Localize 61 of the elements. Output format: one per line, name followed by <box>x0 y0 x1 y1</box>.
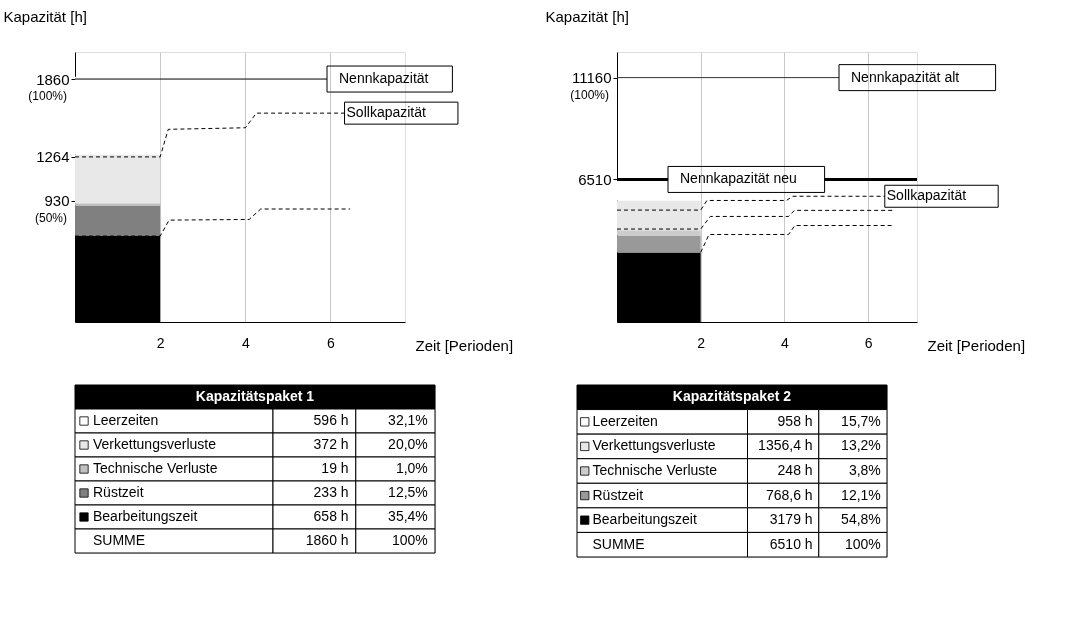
data-label: 100% <box>391 532 428 548</box>
category-label: SUMME <box>93 532 146 548</box>
category-label: SUMME <box>592 535 645 552</box>
data-label: 54,8% <box>841 511 881 528</box>
series-label: Sollkapazität <box>346 104 427 121</box>
x-tick-label: 6 <box>327 334 336 351</box>
data-label: 32,1% <box>388 412 428 428</box>
data-label: 13,2% <box>841 437 881 454</box>
data-label: 658 h <box>313 508 349 524</box>
y-axis-title: Kapazität [h] <box>545 7 629 25</box>
category-label: Verkettungsverluste <box>93 436 217 452</box>
data-label: 768,6 h <box>765 486 813 503</box>
category-label: Bearbeitungszeit <box>592 511 697 528</box>
x-tick-label: 2 <box>697 334 706 351</box>
data-label: 19 h <box>321 460 349 476</box>
category-label: Leerzeiten <box>592 412 658 429</box>
y-tick-label: 1860 <box>36 70 70 88</box>
data-label: 35,4% <box>388 508 428 524</box>
y-tick-label: 6510 <box>578 170 612 188</box>
x-axis-title: Zeit [Perioden] <box>415 336 514 354</box>
text: (100%) <box>28 89 67 104</box>
data-label: 1,0% <box>395 460 428 476</box>
data-label: 3,8% <box>848 462 881 478</box>
data-label: 1356,4 h <box>758 437 813 454</box>
data-label: 372 h <box>313 436 349 452</box>
data-label: 1860 h <box>305 532 349 548</box>
data-label: 596 h <box>313 412 349 428</box>
x-tick-label: 6 <box>864 334 873 351</box>
data-label: 233 h <box>313 484 349 500</box>
ref-line-label: Nennkapazität <box>339 70 429 87</box>
ref-line-label: Nennkapazität alt <box>851 68 960 85</box>
text: (100%) <box>570 87 609 102</box>
data-label: 248 h <box>777 462 813 478</box>
y-tick-label: 1264 <box>36 148 70 166</box>
y-axis-title: Kapazität [h] <box>3 7 87 25</box>
x-axis-title: Zeit [Perioden] <box>927 336 1026 354</box>
data-label: 100% <box>844 535 881 552</box>
text: Kapazitätspaket 2 <box>672 388 792 405</box>
data-label: 20,0% <box>388 436 428 452</box>
x-tick-label: 4 <box>780 334 789 351</box>
x-tick-label: 4 <box>241 334 250 351</box>
y-tick-label: 930 <box>44 192 70 210</box>
text: Kapazitätspaket 1 <box>195 388 315 404</box>
category-label: Verkettungsverluste <box>592 437 716 454</box>
data-label: 958 h <box>777 412 813 429</box>
ref-line-label: Nennkapazität neu <box>680 170 797 187</box>
text: (50%) <box>34 210 67 225</box>
category-label: Technische Verluste <box>592 462 718 478</box>
category-label: Rüstzeit <box>93 484 144 500</box>
x-tick-label: 2 <box>156 334 165 351</box>
category-label: Leerzeiten <box>93 412 159 428</box>
category-label: Bearbeitungszeit <box>93 508 198 524</box>
data-label: 3179 h <box>769 511 813 528</box>
data-label: 12,5% <box>388 484 428 500</box>
data-label: 12,1% <box>841 486 881 503</box>
category-label: Rüstzeit <box>592 486 644 503</box>
y-tick-label: 11160 <box>572 69 612 87</box>
data-label: 15,7% <box>841 412 881 429</box>
series-label: Sollkapazität <box>886 187 967 204</box>
data-label: 6510 h <box>769 535 813 552</box>
category-label: Technische Verluste <box>93 460 218 476</box>
